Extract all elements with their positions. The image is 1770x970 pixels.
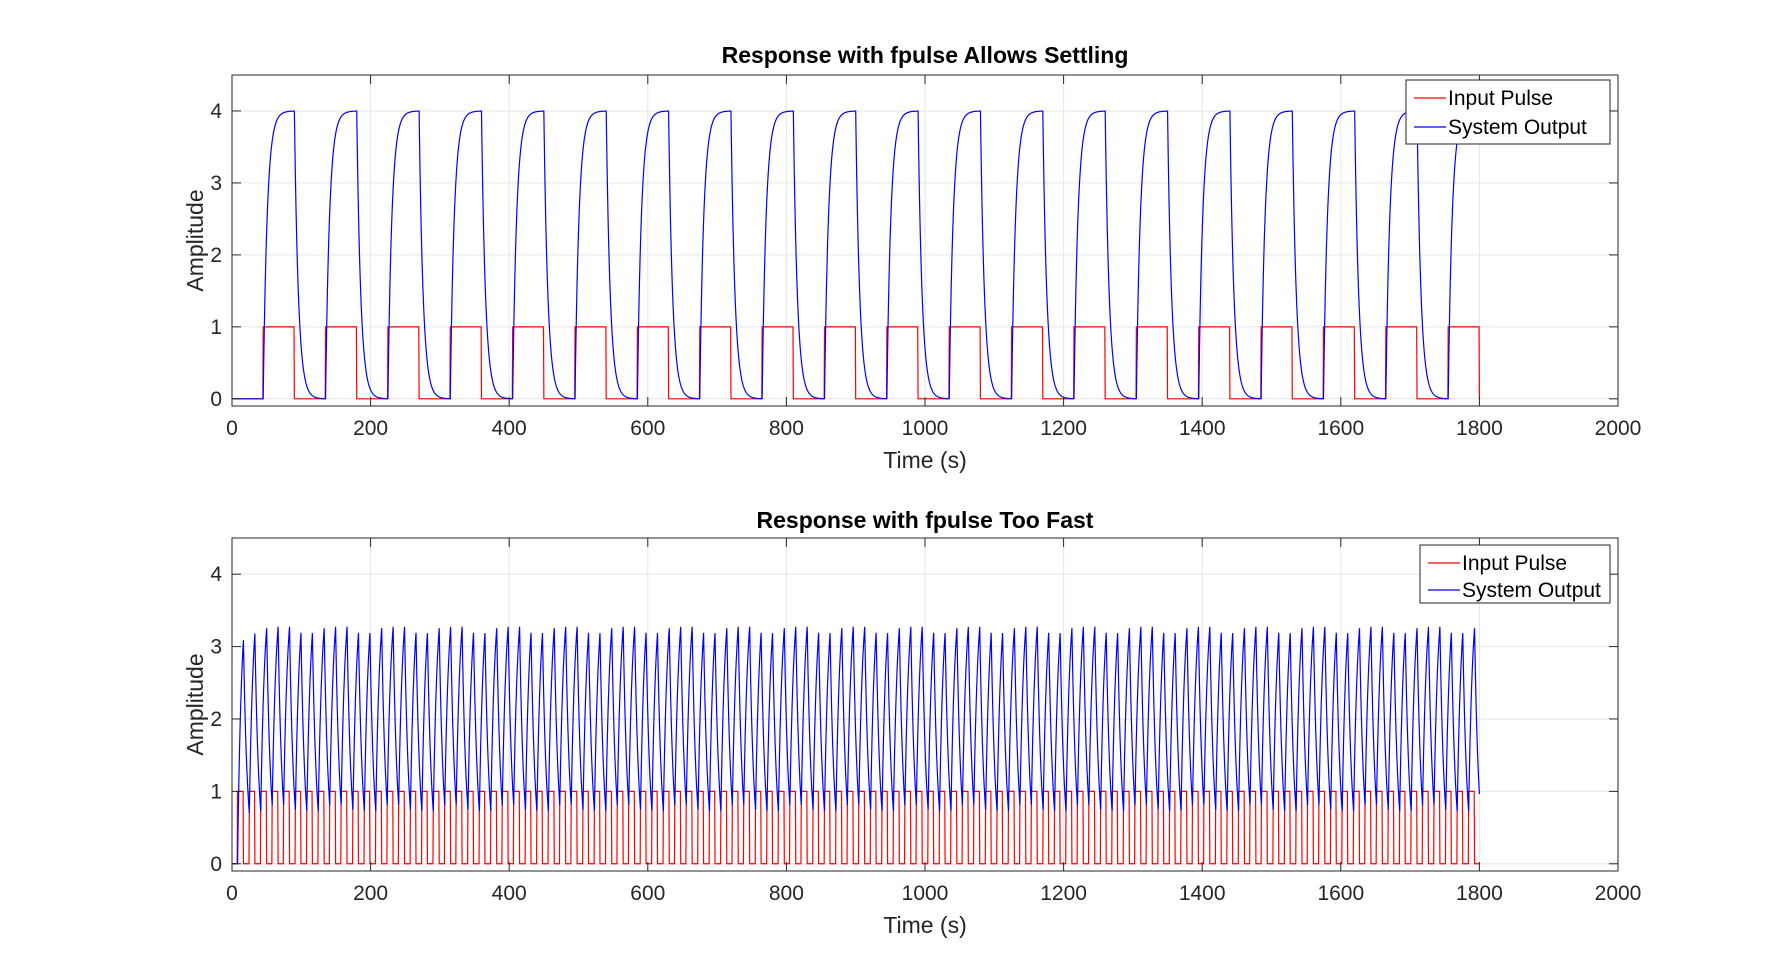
legend-label: System Output [1462, 579, 1601, 602]
x-tick-label: 1400 [1179, 882, 1226, 905]
x-tick-label: 400 [492, 882, 527, 905]
y-axis-label: Amplitude [182, 189, 208, 291]
subplot-1: 0 200 400 600 800 1000 1200 1400 1600 1800 2000 0 1 2… [182, 42, 1641, 473]
y-axis-label: Amplitude [182, 653, 208, 755]
legend: Input Pulse System Output [1419, 544, 1611, 604]
x-tick-label: 1800 [1456, 882, 1503, 905]
x-axis-label: Time (s) [883, 912, 966, 938]
series-input-pulse [232, 326, 1480, 400]
y-tick-label: 2 [210, 708, 222, 731]
y-tick-label: 2 [210, 244, 222, 267]
x-tick-label: 2000 [1595, 882, 1642, 905]
y-tick-label: 4 [210, 100, 222, 123]
x-tick-label: 0 [226, 417, 238, 440]
y-tick-label: 0 [210, 388, 222, 411]
x-tick-label: 400 [492, 417, 527, 440]
series-input-pulse [232, 790, 1480, 865]
x-tick-label: 1000 [902, 417, 949, 440]
chart-title: Response with fpulse Too Fast [757, 507, 1094, 533]
x-tick-label: 2000 [1595, 417, 1642, 440]
chart-title: Response with fpulse Allows Settling [722, 42, 1129, 68]
x-tick-label: 1000 [902, 882, 949, 905]
legend: Input Pulse System Output [1405, 79, 1611, 145]
x-tick-label: 800 [769, 417, 804, 440]
x-tick-label: 200 [353, 417, 388, 440]
x-tick-label: 600 [630, 882, 665, 905]
y-tick-label: 4 [210, 563, 222, 586]
x-tick-label: 1600 [1317, 417, 1364, 440]
x-tick-label: 1800 [1456, 417, 1503, 440]
legend-label: System Output [1448, 116, 1587, 139]
x-tick-label: 1400 [1179, 417, 1226, 440]
series-system-output [232, 626, 1480, 865]
y-tick-label: 0 [210, 853, 222, 876]
legend-box [1419, 544, 1611, 604]
y-tick-label: 3 [210, 172, 222, 195]
legend-label: Input Pulse [1448, 87, 1553, 110]
y-tick-label: 1 [210, 780, 222, 803]
x-tick-label: 800 [769, 882, 804, 905]
legend-box [1405, 79, 1611, 145]
y-tick-label: 1 [210, 316, 222, 339]
x-tick-label: 1600 [1317, 882, 1364, 905]
legend-label: Input Pulse [1462, 552, 1567, 575]
x-tick-label: 600 [630, 417, 665, 440]
x-axis-label: Time (s) [883, 447, 966, 473]
x-tick-label: 0 [226, 882, 238, 905]
x-tick-label: 1200 [1040, 417, 1087, 440]
subplot-2: 0 200 400 600 800 1000 1200 1400 1600 1800 2000 0 1 2… [182, 507, 1641, 938]
series-system-output [232, 110, 1480, 400]
y-tick-label: 3 [210, 636, 222, 659]
x-tick-label: 200 [353, 882, 388, 905]
x-tick-label: 1200 [1040, 882, 1087, 905]
